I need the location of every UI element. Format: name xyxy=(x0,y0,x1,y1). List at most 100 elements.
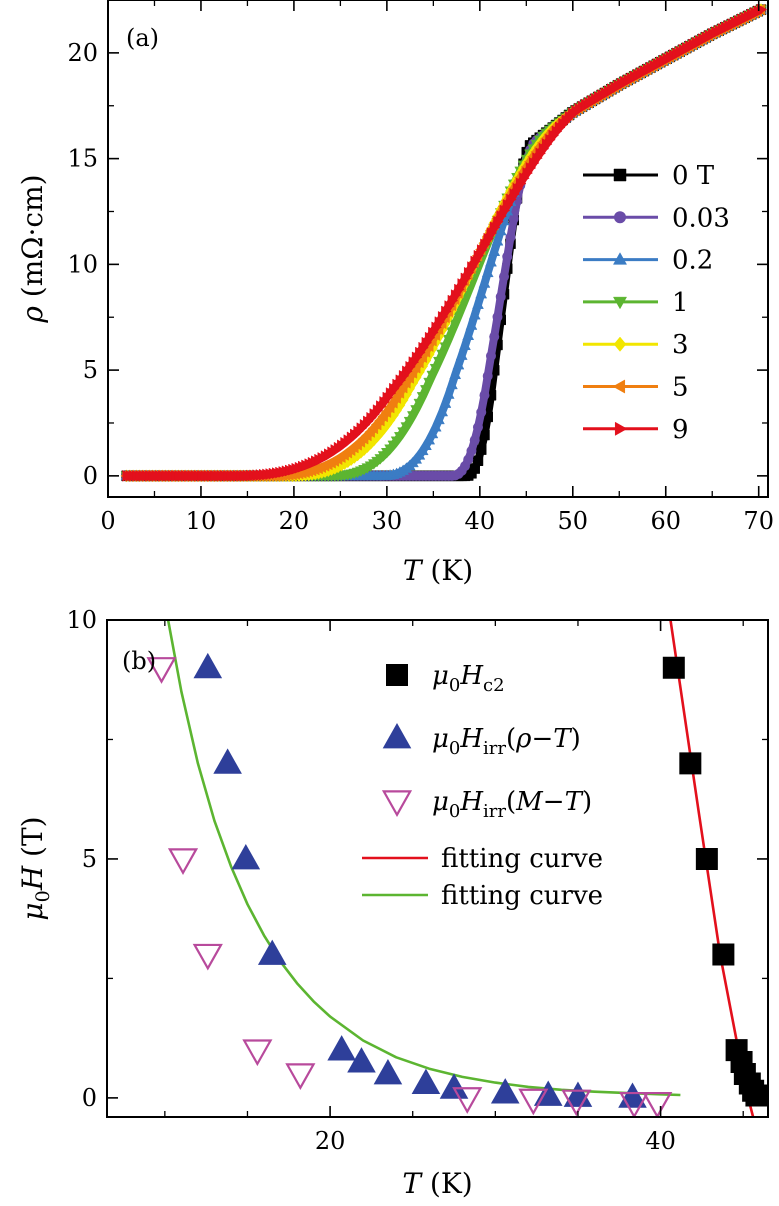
panel-b-label: (b) xyxy=(122,647,156,675)
series-1-point xyxy=(479,390,490,401)
hirr-m-point xyxy=(146,657,177,684)
hirr-rho-point xyxy=(490,1078,520,1104)
hirr-rho-point xyxy=(411,1068,441,1094)
series-3-point xyxy=(436,349,449,361)
hc2-point xyxy=(695,847,718,870)
series-3-point xyxy=(433,356,445,368)
series-1-point xyxy=(508,213,519,224)
series-1-point xyxy=(499,271,509,282)
hc2-point xyxy=(712,943,735,966)
series-2-point xyxy=(478,277,491,288)
legend-marker-2 xyxy=(612,252,628,265)
series-0-point xyxy=(472,455,484,466)
series-2-point xyxy=(446,378,458,390)
hirr-m-point xyxy=(619,1091,650,1117)
panel-a-y-tick-label: 0 xyxy=(83,462,98,490)
series-2-point xyxy=(491,235,504,246)
legend-marker-6 xyxy=(614,421,628,436)
series-2-point xyxy=(436,405,449,417)
hc2-point xyxy=(679,752,702,775)
series-1-point xyxy=(502,251,513,262)
series-3-point xyxy=(449,319,462,331)
legend-marker-4 xyxy=(613,336,627,352)
legend-marker-1 xyxy=(614,211,626,224)
series-2-point xyxy=(426,427,439,439)
series-2-point xyxy=(475,287,488,299)
series-2-point xyxy=(423,433,436,445)
series-1-point xyxy=(472,422,483,433)
hirr-m-point xyxy=(242,1039,273,1067)
panel-b-x-label: T (K) xyxy=(402,1167,472,1200)
legend-label-6: 9 xyxy=(672,415,689,445)
series-2-point xyxy=(455,349,468,360)
panel-a-x-tick-label: 60 xyxy=(650,507,681,535)
panel-b-x-tick-label: 40 xyxy=(645,1127,676,1155)
series-1-point xyxy=(463,454,474,465)
panel-a-x-tick-label: 30 xyxy=(372,507,403,535)
series-3-point xyxy=(439,342,452,353)
series-2-point xyxy=(468,308,481,320)
hirr-m-point xyxy=(285,1063,316,1091)
series-2-point xyxy=(433,413,445,425)
legend-b-marker-1 xyxy=(382,723,412,749)
hc2-point xyxy=(662,656,685,679)
hirr-m-point xyxy=(192,943,223,971)
hc2-point xyxy=(745,1084,768,1107)
series-2-point xyxy=(429,420,442,432)
panel-a-x-tick-label: 50 xyxy=(558,507,589,535)
series-2-point xyxy=(481,266,494,278)
legend-marker-0 xyxy=(613,168,627,182)
hirr-rho-point xyxy=(193,652,223,679)
legend-b-label-1: μ0Hirr(ρ−T) xyxy=(432,724,581,759)
legend-label-2: 0.2 xyxy=(672,246,713,276)
series-1-point xyxy=(505,232,516,243)
hirr-m-point xyxy=(642,1091,673,1117)
panel-a-y-tick-label: 5 xyxy=(83,356,98,384)
hirr-rho-point xyxy=(231,843,261,870)
series-3-point xyxy=(455,303,468,315)
legend-b-marker-0 xyxy=(386,664,408,686)
hirr-m-point xyxy=(518,1088,549,1116)
series-1-point xyxy=(476,407,487,418)
legend-b-marker-2 xyxy=(381,790,413,818)
legend-b-label-0: μ0Hc2 xyxy=(432,661,505,696)
series-3-point xyxy=(423,377,436,389)
panel-b-y-label: μ0H (T) xyxy=(16,816,54,920)
legend-marker-5 xyxy=(612,379,626,394)
hirr-rho-point xyxy=(213,748,242,774)
panel-a-label: (a) xyxy=(126,24,159,52)
series-2-point xyxy=(442,388,455,399)
series-3-point xyxy=(429,363,442,375)
series-0-point xyxy=(475,444,487,455)
series-1-point xyxy=(485,350,496,361)
panel-a-x-tick-label: 70 xyxy=(743,507,774,535)
hirr-rho-point xyxy=(373,1059,403,1085)
series-1-point xyxy=(489,331,500,342)
panel-a-y-tick-label: 20 xyxy=(67,39,98,67)
panel-a-y-tick-label: 15 xyxy=(67,145,98,173)
series-1-point xyxy=(495,291,506,302)
panel-a-x-label: T (K) xyxy=(403,554,473,587)
series-2-point xyxy=(472,298,484,309)
panel-a-frame xyxy=(107,0,769,498)
legend-b-fit-label-0: fitting curve xyxy=(441,844,603,874)
hirr-m-point xyxy=(167,848,199,875)
series-1-point xyxy=(492,311,503,322)
series-3-point xyxy=(442,334,455,346)
panel-a-x-tick-label: 10 xyxy=(186,507,217,535)
legend-label-1: 0.03 xyxy=(672,203,730,233)
panel-b-y-tick-label: 5 xyxy=(82,845,97,873)
series-2-point xyxy=(449,368,462,380)
series-3-point xyxy=(416,392,429,403)
series-3-point xyxy=(446,327,458,338)
panel-b-y-tick-label: 10 xyxy=(66,606,97,634)
panel-b-x-tick-label: 20 xyxy=(315,1127,346,1155)
panel-a-x-tick-label: 20 xyxy=(279,507,310,535)
panel-a-y-label: ρ (mΩ·cm) xyxy=(16,174,49,323)
series-3-point xyxy=(419,385,432,396)
panel-a-x-tick-label: 0 xyxy=(100,507,115,535)
scatter-series-2 xyxy=(146,657,673,1117)
panel-b-frame xyxy=(106,619,769,1118)
series-3-point xyxy=(452,311,465,323)
